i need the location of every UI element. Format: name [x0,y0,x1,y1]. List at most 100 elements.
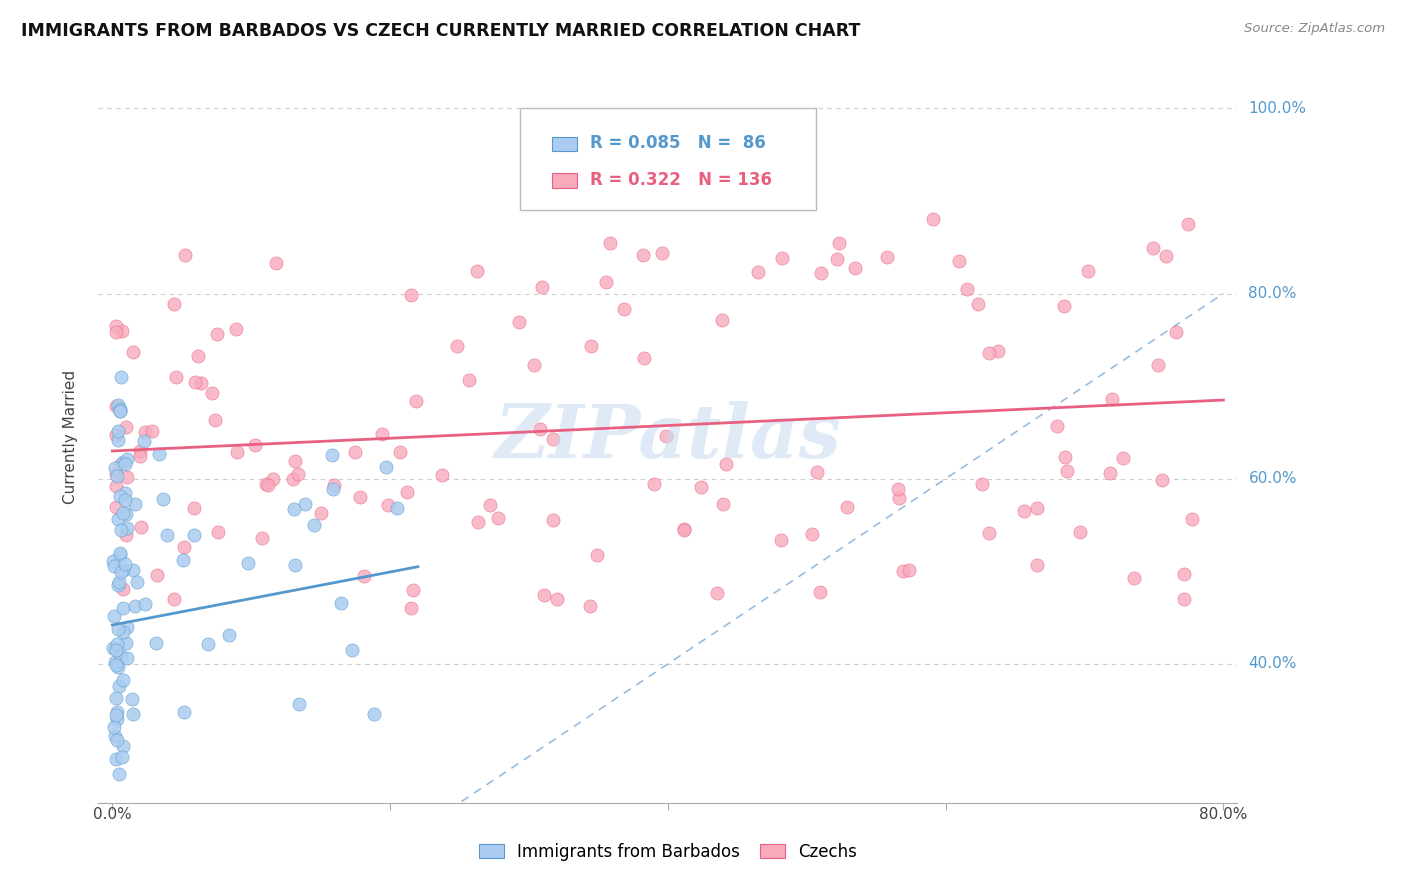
Point [172,553,194,567]
Text: IMMIGRANTS FROM BARBADOS VS CZECH CURRENTLY MARRIED CORRELATION CHART: IMMIGRANTS FROM BARBADOS VS CZECH CURREN… [21,22,860,40]
Bar [551,136,576,151]
Point [844,260,866,275]
Point [967,297,990,311]
Point [479,499,502,513]
Point [711,498,734,512]
Point [254,477,277,491]
Point [114,457,136,471]
Point [465,264,488,278]
Point [108,549,131,563]
Point [115,470,138,484]
FancyBboxPatch shape [520,108,815,211]
Point [110,404,132,418]
Point [887,482,910,496]
Point [103,554,125,568]
Point [631,248,654,262]
Point [1053,299,1076,313]
Point [107,398,129,412]
Point [533,588,555,602]
Point [183,501,205,516]
Point [103,720,125,734]
Point [546,591,568,606]
Point [105,637,128,651]
Point [173,540,195,554]
Point [183,527,205,541]
Point [508,315,530,329]
Point [110,523,132,537]
Point [112,673,135,687]
Point [1046,419,1069,434]
Point [134,597,156,611]
Point [108,403,131,417]
Point [114,485,136,500]
Point [115,521,138,535]
Point [876,250,898,264]
Point [204,413,226,427]
Point [1012,504,1035,518]
Text: 80.0%: 80.0% [1199,807,1247,822]
Point [672,524,695,538]
Point [173,705,195,719]
Point [163,592,186,607]
Point [523,359,546,373]
Point [458,373,481,387]
Point [110,324,132,338]
Point [115,507,138,521]
Point [284,454,307,468]
Point [105,325,128,339]
Point [146,568,169,582]
Point [948,254,970,268]
Point [225,322,247,336]
Point [129,443,152,458]
Point [165,369,187,384]
Point [110,565,132,579]
Point [972,476,994,491]
Point [808,585,831,599]
Point [294,497,316,511]
Point [112,506,135,520]
Point [122,563,145,577]
Point [977,346,1000,360]
Point [105,319,128,334]
Point [152,492,174,507]
Point [104,655,127,669]
Point [107,433,129,447]
Point [633,351,655,365]
Point [529,422,551,436]
Point [134,425,156,439]
Point [309,506,332,520]
Text: R = 0.322   N = 136: R = 0.322 N = 136 [591,170,772,188]
Point [197,637,219,651]
Point [672,522,695,536]
Point [977,525,1000,540]
Text: 0.0%: 0.0% [93,807,132,822]
Point [105,752,128,766]
Point [114,635,136,649]
Point [1123,571,1146,585]
Point [825,252,848,266]
Point [243,438,266,452]
Point [250,531,273,545]
Point [173,248,195,262]
Point [103,559,125,574]
Point [105,467,128,481]
Text: 40.0%: 40.0% [1249,657,1296,672]
Point [402,582,425,597]
Point [184,375,207,389]
Point [955,282,977,296]
Point [467,515,489,529]
Point [201,386,224,401]
Point [711,313,734,327]
Point [105,705,128,719]
Point [585,548,607,562]
Point [385,501,408,516]
Point [837,500,859,514]
Point [107,578,129,592]
Point [162,297,184,311]
Point [110,370,132,384]
Point [103,609,125,624]
Y-axis label: Currently Married: Currently Married [63,370,79,504]
Point [430,467,453,482]
Point [1069,524,1091,539]
Point [810,267,832,281]
